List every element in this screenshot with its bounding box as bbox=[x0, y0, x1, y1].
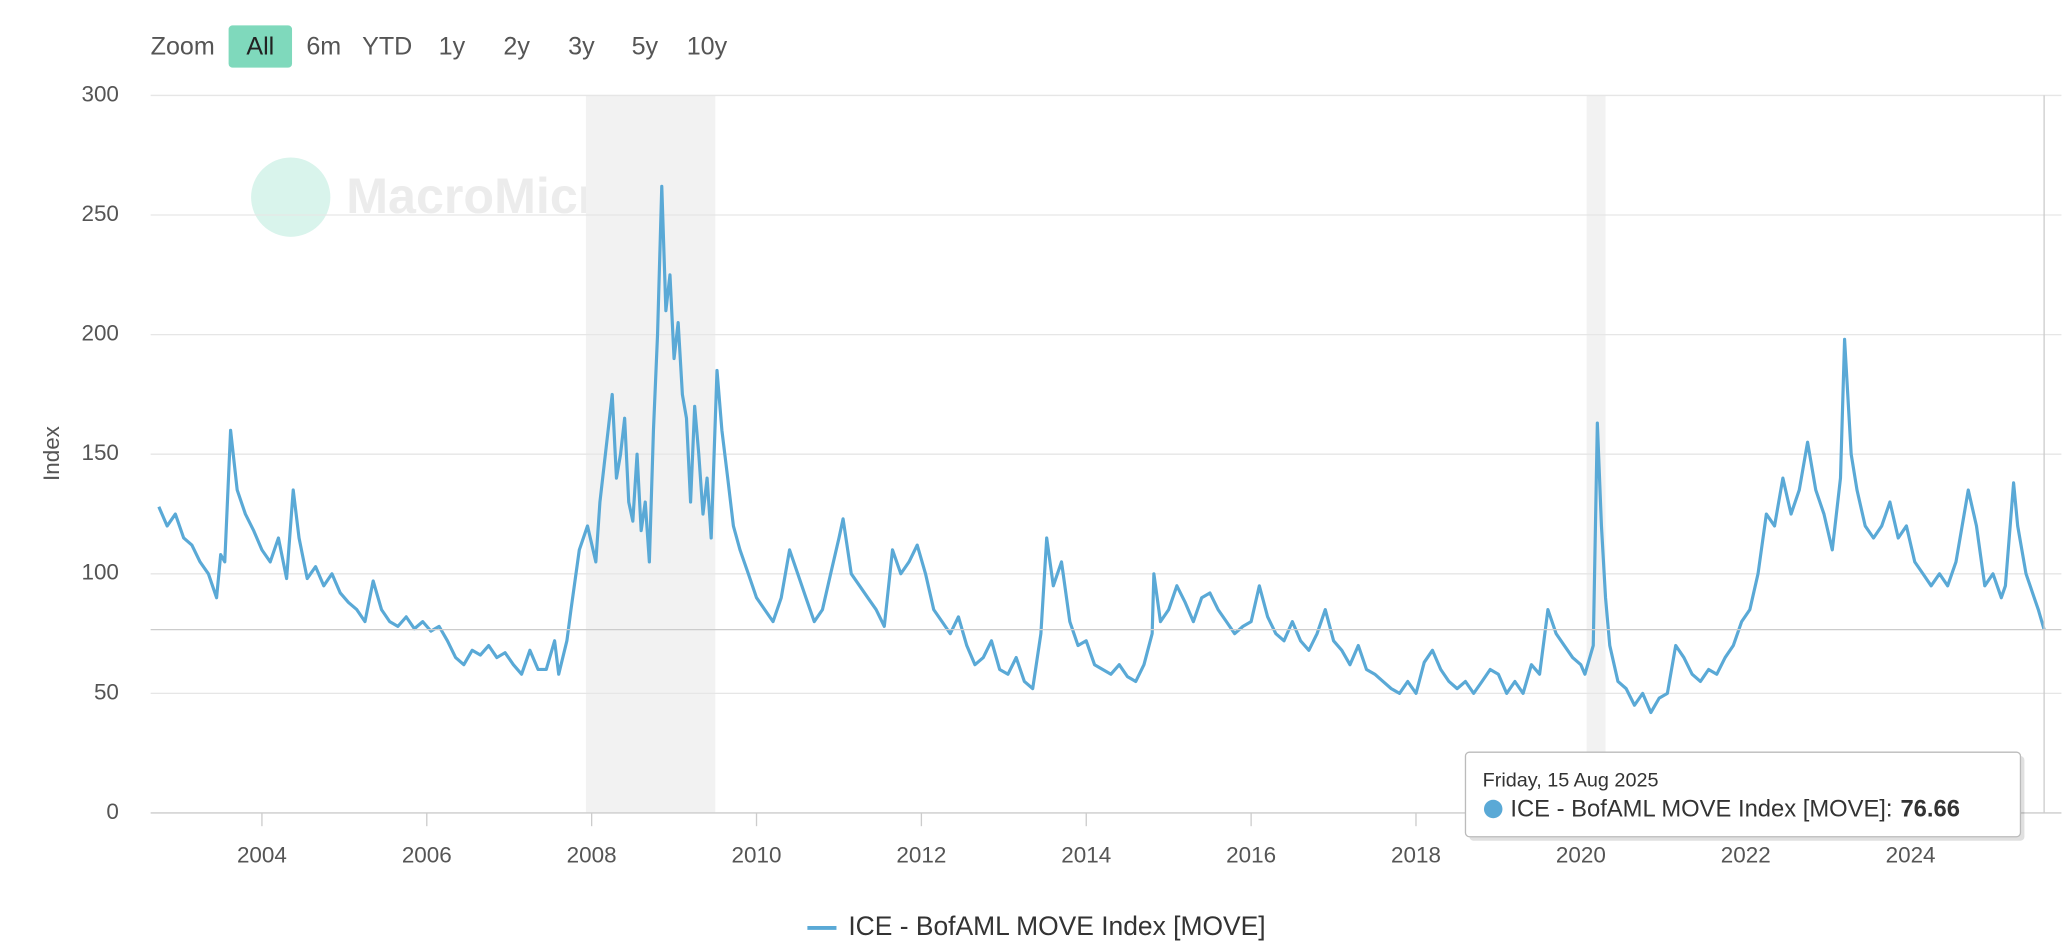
zoom-label: Zoom bbox=[151, 32, 215, 60]
y-tick-label: 50 bbox=[94, 679, 119, 704]
tooltip-date: Friday, 15 Aug 2025 bbox=[1483, 769, 1659, 791]
watermark-logo bbox=[251, 157, 331, 237]
range-button-label[interactable]: 10y bbox=[687, 32, 728, 60]
y-tick-label: 100 bbox=[81, 560, 118, 585]
range-button[interactable]: 2y bbox=[503, 32, 530, 60]
range-button-label[interactable]: YTD bbox=[362, 32, 412, 60]
range-button-label[interactable]: 2y bbox=[503, 32, 530, 60]
legend-label: ICE - BofAML MOVE Index [MOVE] bbox=[848, 911, 1265, 941]
tooltip: Friday, 15 Aug 2025 ICE - BofAML MOVE Ind… bbox=[1464, 751, 2025, 841]
x-tick-label: 2016 bbox=[1226, 843, 1276, 868]
range-button[interactable]: All bbox=[228, 25, 293, 68]
tooltip-value: 76.66 bbox=[1900, 796, 1959, 823]
x-tick-label: 2010 bbox=[732, 843, 782, 868]
x-tick-label: 2006 bbox=[402, 843, 452, 868]
tooltip-box bbox=[1464, 751, 2022, 838]
range-button-label[interactable]: All bbox=[246, 32, 274, 60]
tooltip-dot bbox=[1483, 799, 1503, 819]
y-tick-label: 200 bbox=[81, 321, 118, 346]
range-button[interactable]: YTD bbox=[362, 32, 412, 60]
range-button[interactable]: 6m bbox=[306, 32, 341, 60]
watermark: MacroMicro bbox=[346, 168, 628, 224]
x-tick-label: 2008 bbox=[567, 843, 617, 868]
x-tick-label: 2012 bbox=[896, 843, 946, 868]
range-button-label[interactable]: 5y bbox=[632, 32, 659, 60]
y-tick-label: 150 bbox=[81, 440, 118, 465]
x-tick-label: 2024 bbox=[1886, 843, 1936, 868]
tooltip-label: ICE - BofAML MOVE Index [MOVE]: bbox=[1510, 796, 1892, 823]
range-button-label[interactable]: 6m bbox=[306, 32, 341, 60]
x-tick-label: 2014 bbox=[1061, 843, 1111, 868]
range-button[interactable]: 1y bbox=[439, 32, 466, 60]
x-tick-label: 2022 bbox=[1721, 843, 1771, 868]
x-tick-label: 2020 bbox=[1556, 843, 1606, 868]
y-axis-label: Index bbox=[39, 426, 64, 481]
series-line bbox=[157, 184, 2046, 715]
range-button-label[interactable]: 1y bbox=[439, 32, 466, 60]
x-tick-label: 2004 bbox=[237, 843, 287, 868]
range-button[interactable]: 3y bbox=[568, 32, 595, 60]
y-tick-label: 300 bbox=[81, 81, 118, 106]
range-button[interactable]: 5y bbox=[632, 32, 659, 60]
x-tick-label: 2018 bbox=[1391, 843, 1441, 868]
range-button[interactable]: 10y bbox=[687, 32, 728, 60]
y-tick-label: 250 bbox=[81, 201, 118, 226]
range-button-label[interactable]: 3y bbox=[568, 32, 595, 60]
range-button-bg bbox=[228, 25, 293, 68]
y-tick-label: 0 bbox=[106, 799, 119, 824]
